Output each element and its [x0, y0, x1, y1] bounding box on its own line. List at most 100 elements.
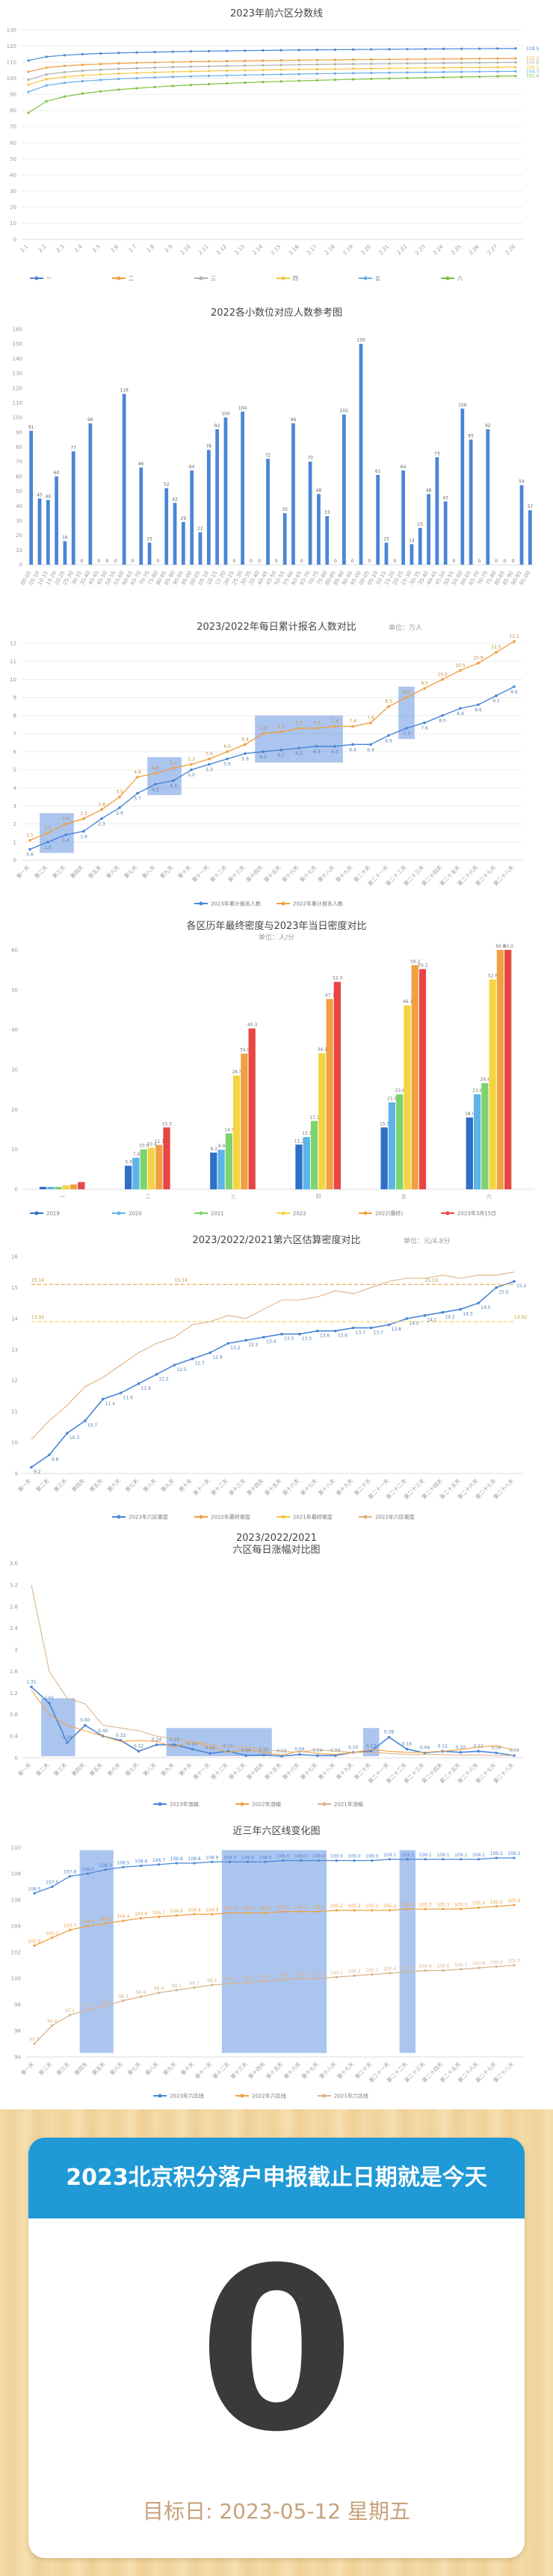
- legend-label: 2020: [129, 1211, 142, 1217]
- bar: [388, 1102, 396, 1189]
- data-point: [99, 68, 102, 71]
- data-point: [405, 726, 408, 730]
- data-point: [189, 50, 192, 53]
- data-label: 8.5: [385, 699, 392, 705]
- reference-label: 15.14: [424, 1278, 437, 1283]
- data-point: [317, 1977, 321, 1980]
- data-point: [298, 1752, 301, 1756]
- legend-label: 2021年涨幅: [334, 1801, 363, 1808]
- data-point: [99, 79, 102, 82]
- data-point: [496, 47, 499, 50]
- x-tick-label: 第十六天: [281, 1761, 300, 1781]
- x-tick-label: 第十九天: [334, 864, 353, 883]
- data-point: [27, 111, 30, 114]
- data-label: 99.7: [243, 1975, 253, 1981]
- data-point: [262, 1335, 265, 1339]
- data-label: 109.1: [472, 1853, 485, 1858]
- data-point: [208, 1752, 212, 1755]
- data-label: 1.31: [26, 1679, 37, 1684]
- data-point: [371, 1909, 374, 1912]
- x-tick-label: 第十六天: [281, 1477, 300, 1497]
- y-tick-label: 11: [10, 659, 16, 665]
- data-label: 0.24: [152, 1738, 162, 1743]
- y-tick-label: 150: [13, 341, 22, 347]
- data-point: [315, 67, 318, 71]
- y-tick-label: 0: [13, 858, 16, 864]
- data-point: [279, 80, 282, 83]
- data-label: 108.6: [135, 1859, 147, 1865]
- data-point: [279, 68, 282, 71]
- data-point: [155, 1743, 158, 1747]
- data-point: [424, 71, 427, 74]
- data-point: [190, 768, 193, 771]
- data-point: [388, 48, 391, 51]
- chart-title-line1: 2023/2022/2021: [236, 1533, 317, 1544]
- bar-value-label: 0: [114, 559, 117, 564]
- data-point: [27, 91, 30, 93]
- bar: [163, 1127, 170, 1189]
- data-point: [33, 1944, 36, 1947]
- y-tick-label: 94: [14, 2055, 21, 2061]
- bar: [155, 1144, 163, 1189]
- highlight-box: [221, 1850, 327, 2053]
- x-tick-label: 第三天: [52, 1477, 68, 1493]
- data-label: 0.28: [62, 1735, 72, 1741]
- legend-marker: [117, 1211, 121, 1215]
- data-label: 98.3: [118, 1994, 129, 1999]
- bar-value-label: 104: [238, 405, 247, 411]
- data-point: [28, 838, 31, 842]
- bar: [469, 439, 473, 565]
- data-point: [333, 1754, 337, 1757]
- x-tick-label: 第十四天: [245, 1761, 265, 1781]
- data-point: [86, 2008, 89, 2011]
- data-point: [136, 791, 139, 795]
- bar: [39, 1186, 47, 1189]
- bar-value-label: 28.5: [232, 1070, 242, 1075]
- data-point: [496, 66, 499, 69]
- y-tick-label: 1: [13, 839, 16, 845]
- data-point: [153, 71, 156, 74]
- data-label: 0.08: [206, 1746, 216, 1751]
- data-point: [83, 1723, 87, 1727]
- bar-value-label: 42: [172, 497, 178, 502]
- highlight-box: [147, 757, 182, 795]
- data-point: [140, 1916, 143, 1920]
- data-label: 0.06: [294, 1747, 305, 1752]
- data-point: [513, 1963, 516, 1967]
- data-point: [68, 1874, 72, 1878]
- data-label: 100.9: [490, 1960, 503, 1965]
- chart-title: 2023年前六区分数线: [230, 7, 323, 19]
- bar-value-label: 102: [340, 408, 349, 414]
- data-point: [406, 62, 409, 65]
- x-tick-label: 第九天: [160, 1761, 176, 1777]
- data-label: 15.2: [516, 1284, 527, 1289]
- x-tick-label: 第十五天: [265, 2061, 284, 2080]
- x-tick-label: 第十五天: [263, 1477, 282, 1497]
- data-label: 104.7: [152, 1910, 165, 1916]
- data-label: 14.3: [463, 1311, 473, 1316]
- x-tick-label: 第十五天: [262, 864, 282, 883]
- data-label: 14.2: [445, 1315, 455, 1320]
- data-label: 0.04: [312, 1748, 323, 1753]
- x-tick-label: 第五天: [87, 864, 102, 880]
- data-point: [317, 1859, 321, 1862]
- x-tick-label: 第三天: [55, 2061, 71, 2076]
- data-point: [317, 1910, 321, 1913]
- chart-daily-applicants: 2023/2022年每日累计报名人数对比 单位：万人 0 1 2 3 4 5 6 7 8 9 10 1…: [0, 613, 553, 913]
- bar-value-label: 116: [120, 388, 129, 393]
- data-point: [333, 79, 337, 82]
- data-point: [83, 1419, 87, 1423]
- bar-value-label: 34.0: [240, 1048, 250, 1053]
- x-tick-label: 2.7: [128, 244, 138, 254]
- bar-value-label: 15.5: [380, 1121, 390, 1126]
- x-tick-label: 第九天: [161, 2061, 177, 2076]
- data-point: [193, 1862, 196, 1865]
- data-point: [119, 1391, 123, 1395]
- data-point: [262, 81, 265, 84]
- data-point: [315, 63, 318, 66]
- legend-marker: [199, 276, 203, 280]
- data-point: [135, 76, 138, 80]
- x-tick-label: 第十七天: [300, 2061, 320, 2080]
- data-point: [513, 1904, 516, 1907]
- x-tick-label: 第二天: [33, 864, 49, 880]
